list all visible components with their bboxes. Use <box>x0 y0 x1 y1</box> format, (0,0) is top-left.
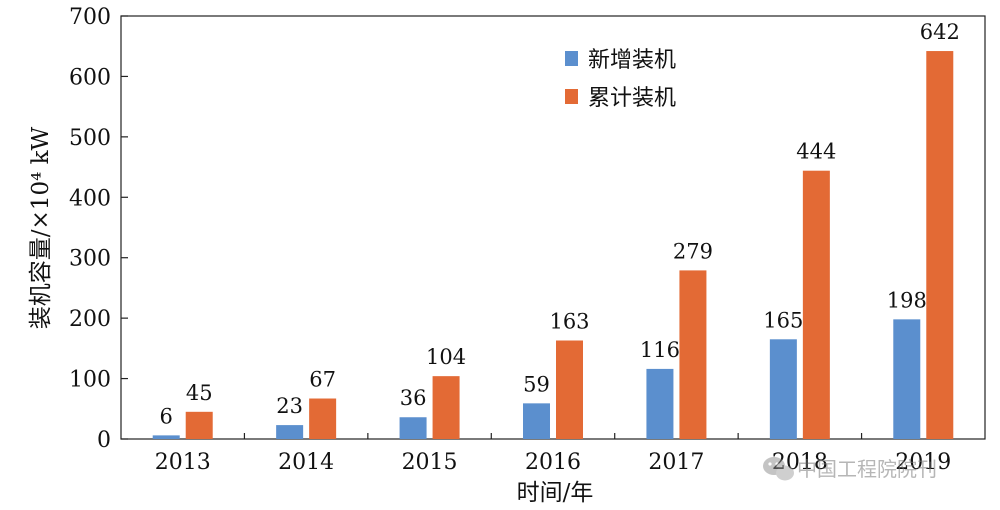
y-axis-ticks: 0 100 200 300 400 500 600 700 <box>69 5 128 453</box>
bar <box>523 403 550 439</box>
bar <box>646 368 674 439</box>
x-axis-label: 时间/年 <box>517 480 594 506</box>
plot-area <box>120 15 986 440</box>
legend-swatch <box>565 89 578 104</box>
y-tick-label: 200 <box>69 307 111 332</box>
data-label: 6 <box>160 404 173 428</box>
bar <box>432 376 460 439</box>
y-tick-label: 300 <box>69 247 111 272</box>
bars-group <box>152 51 954 439</box>
data-label: 279 <box>673 239 713 263</box>
data-label: 198 <box>887 288 927 312</box>
legend-label: 累计装机 <box>588 86 676 111</box>
data-label: 116 <box>640 338 680 362</box>
data-label: 163 <box>549 310 589 334</box>
x-tick-label: 2016 <box>525 450 581 475</box>
x-tick-label: 2014 <box>278 450 334 475</box>
y-tick-label: 700 <box>69 5 111 30</box>
data-label: 23 <box>276 394 303 418</box>
x-tick-label: 2015 <box>402 450 458 475</box>
data-label: 165 <box>763 308 803 332</box>
wechat-icon <box>763 457 794 481</box>
bar <box>152 435 180 439</box>
bar <box>185 411 213 439</box>
data-label: 642 <box>920 20 960 44</box>
bar <box>893 319 921 439</box>
bar <box>309 398 337 439</box>
data-label: 45 <box>186 381 213 405</box>
y-tick-label: 0 <box>97 428 111 453</box>
y-tick-label: 500 <box>69 126 111 151</box>
bar <box>556 340 583 439</box>
x-tick-label: 2017 <box>648 450 704 475</box>
bar <box>926 51 954 439</box>
legend-swatch <box>565 51 578 66</box>
data-label: 104 <box>426 345 466 369</box>
y-tick-label: 400 <box>69 186 111 211</box>
y-axis-label: 装机容量/×10⁴ kW <box>28 126 54 329</box>
bar <box>679 270 707 439</box>
legend-label: 新增装机 <box>588 48 676 73</box>
data-label: 36 <box>400 386 427 410</box>
data-label: 67 <box>309 368 336 392</box>
y-tick-label: 600 <box>69 65 111 90</box>
x-tick-label: 2019 <box>895 450 951 475</box>
watermark: 中国工程院院刊 <box>763 457 937 481</box>
bar <box>399 417 427 439</box>
bar <box>276 425 304 439</box>
plot-frame <box>120 15 986 440</box>
bar <box>769 339 797 439</box>
bar <box>802 170 830 439</box>
watermark-text: 中国工程院院刊 <box>797 457 937 481</box>
y-tick-label: 100 <box>69 368 111 393</box>
data-label: 444 <box>796 140 836 164</box>
x-tick-label: 2013 <box>155 450 211 475</box>
data-label: 59 <box>523 372 550 396</box>
